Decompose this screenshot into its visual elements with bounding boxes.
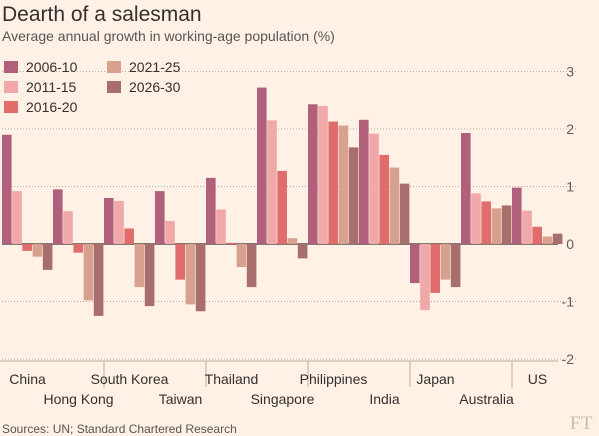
y-tick-label: -1 [562,294,575,310]
bar [348,147,359,244]
bar [93,244,104,316]
bar [420,244,430,311]
legend-swatch [4,101,18,113]
bar [257,87,267,244]
bar [328,121,338,244]
bar [155,191,165,244]
bar [379,154,389,244]
chart-subtitle: Average annual growth in working-age pop… [2,28,335,44]
x-tick-label: Australia [459,391,514,407]
bar [175,244,185,280]
bar [512,187,522,244]
bar [53,189,63,244]
bar [226,242,236,244]
bar [236,244,247,267]
bar [22,244,32,251]
legend-label: 2016-20 [26,99,78,115]
bar [552,233,563,244]
bar [32,244,43,257]
bar [83,244,94,301]
x-tick-label: Philippines [300,371,368,387]
chart-title: Dearth of a salesman [2,3,202,26]
bar [338,125,349,244]
legend-swatch [107,61,121,73]
bar [104,198,114,244]
bar [114,200,124,244]
bar [185,244,196,305]
y-tick-labels: 3 2 1 0 -1 -2 [562,64,575,368]
bar [501,205,512,244]
bar [12,191,22,244]
bars [2,87,563,316]
bar [522,210,532,244]
bar [267,120,277,244]
bar [440,244,451,280]
legend-swatch [4,61,18,73]
bar [430,244,440,293]
bar [471,193,481,244]
x-tick-label: Hong Kong [43,391,113,407]
legend-swatch [107,81,121,93]
bar [2,134,12,244]
x-tick-label: US [528,371,547,387]
x-tick-label: Thailand [205,371,259,387]
source-note: Sources: UN; Standard Chartered Research [2,422,237,436]
x-tick-label: India [369,391,400,407]
bar [410,244,420,284]
bar [491,208,502,244]
x-tick-label: South Korea [91,371,169,387]
y-tick-label: -2 [562,351,575,367]
bar [246,244,257,288]
x-tick-label: China [9,371,46,387]
bar [308,104,318,245]
legend: 2006-10 2011-15 2016-20 2021-25 2026-30 [4,59,181,115]
legend-label: 2006-10 [26,59,78,75]
legend-label: 2011-15 [26,79,77,95]
bar [134,244,145,288]
legend-swatch [4,81,18,93]
bar [206,177,216,244]
bar [165,221,175,244]
bar [287,238,298,244]
y-tick-label: 3 [566,64,574,80]
bar [42,244,53,270]
bar [532,226,542,244]
bar [195,244,206,312]
x-tick-label: Singapore [251,391,315,407]
bar [277,170,287,244]
bar [216,209,226,244]
legend-label: 2026-30 [129,79,181,95]
bar [399,183,410,244]
y-tick-label: 2 [566,121,574,137]
bar [450,244,461,288]
x-tick-label: Taiwan [159,391,203,407]
bar [369,133,379,244]
x-tick-label: Japan [416,371,454,387]
bar [63,211,73,244]
bar [144,244,155,307]
y-tick-label: 1 [566,179,574,195]
ft-logo: FT [569,413,593,434]
legend-label: 2021-25 [129,59,181,75]
bar [318,106,328,244]
bar [389,167,400,244]
bar [359,119,369,244]
bar [481,201,491,244]
bar [124,228,134,244]
bar [542,236,553,244]
y-tick-label: 0 [566,236,574,252]
bar [73,244,83,253]
bar [297,244,308,259]
bar [461,133,471,244]
